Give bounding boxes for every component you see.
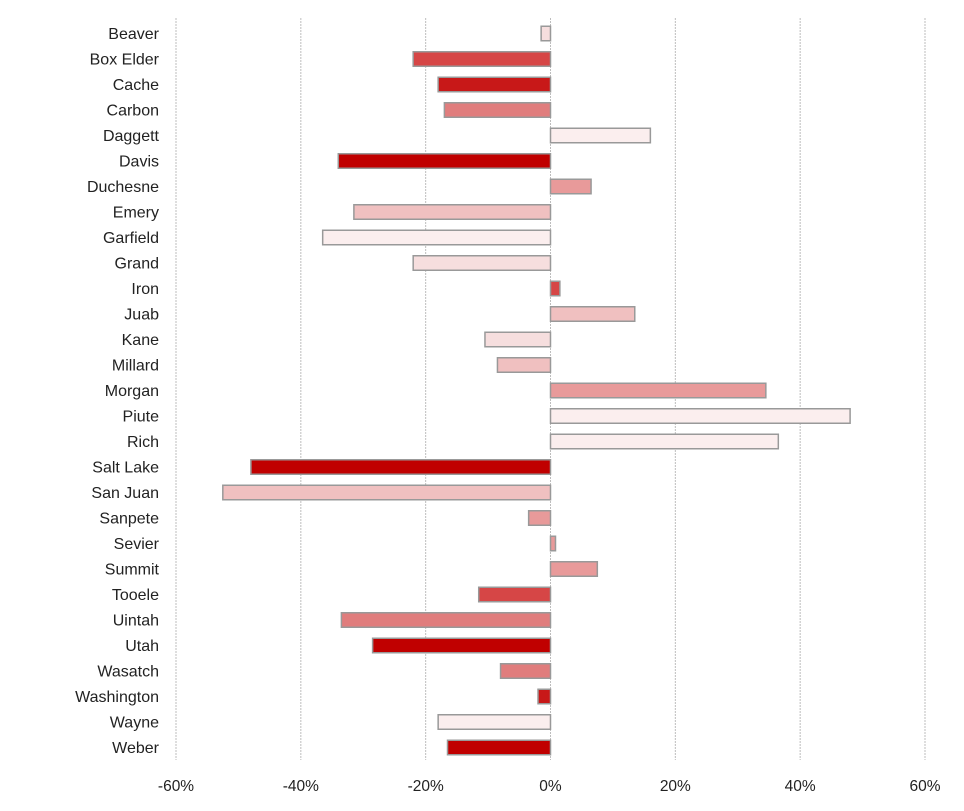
category-label-duchesne: Duchesne xyxy=(87,179,159,196)
bar-millard xyxy=(496,357,552,373)
bar-kane xyxy=(484,331,552,348)
category-label-utah: Utah xyxy=(125,638,159,655)
bar-morgan xyxy=(549,382,767,399)
x-tick-label: 0% xyxy=(539,778,562,795)
category-label-piute: Piute xyxy=(123,409,160,426)
bar-sanpete xyxy=(527,510,552,526)
category-label-emery: Emery xyxy=(113,205,159,222)
bar-rich xyxy=(549,433,780,450)
x-tick-label: -20% xyxy=(408,778,444,795)
bar-washington xyxy=(537,688,552,705)
bar-sevier xyxy=(549,535,557,552)
category-label-tooele: Tooele xyxy=(112,587,159,604)
category-label-summit: Summit xyxy=(105,562,160,579)
bar-carbon xyxy=(443,102,552,118)
category-label-millard: Millard xyxy=(112,358,159,375)
category-label-san-juan: San Juan xyxy=(91,485,159,502)
bar-davis xyxy=(337,153,552,169)
bar-salt-lake xyxy=(250,459,552,475)
bar-wasatch xyxy=(499,663,552,679)
category-label-daggett: Daggett xyxy=(103,128,160,145)
category-label-sevier: Sevier xyxy=(114,536,160,553)
bar-box-elder xyxy=(412,51,552,67)
bar-wayne xyxy=(437,714,552,730)
category-label-iron: Iron xyxy=(131,281,159,298)
x-tick-label: 40% xyxy=(785,778,816,795)
category-label-sanpete: Sanpete xyxy=(99,511,159,528)
category-labels: Beaver Box Elder Cache Carbon Daggett Davis Du… xyxy=(75,26,160,757)
bars xyxy=(222,25,851,756)
category-label-carbon: Carbon xyxy=(107,103,159,120)
category-label-grand: Grand xyxy=(115,256,159,273)
bar-garfield xyxy=(321,229,552,246)
bar-iron xyxy=(549,280,561,297)
category-label-washington: Washington xyxy=(75,689,159,706)
bar-duchesne xyxy=(549,178,592,195)
bar-daggett xyxy=(549,127,652,144)
bar-beaver xyxy=(540,25,552,42)
bar-weber xyxy=(446,739,552,756)
bar-grand xyxy=(412,255,552,271)
category-label-salt-lake: Salt Lake xyxy=(92,460,159,477)
x-tick-label: 60% xyxy=(909,778,940,795)
x-tick-label: -40% xyxy=(283,778,319,795)
bar-utah xyxy=(371,637,552,654)
category-label-wayne: Wayne xyxy=(110,715,159,732)
category-label-garfield: Garfield xyxy=(103,230,159,247)
category-label-cache: Cache xyxy=(113,77,159,94)
bar-emery xyxy=(353,204,552,220)
bar-san-juan xyxy=(222,484,552,501)
category-label-davis: Davis xyxy=(119,154,159,171)
x-tick-label: -60% xyxy=(158,778,194,795)
bar-summit xyxy=(549,561,599,577)
bar-cache xyxy=(437,76,552,93)
category-label-wasatch: Wasatch xyxy=(97,664,159,681)
x-axis-tick-labels: -60% -40% -20% 0% 20% 40% 60% xyxy=(158,778,941,795)
bar-juab xyxy=(549,306,636,322)
category-label-morgan: Morgan xyxy=(105,383,159,400)
category-label-beaver: Beaver xyxy=(108,26,159,43)
bar-uintah xyxy=(340,612,552,628)
bar-piute xyxy=(549,408,851,424)
category-label-uintah: Uintah xyxy=(113,613,159,630)
category-label-box-elder: Box Elder xyxy=(90,52,160,69)
category-label-juab: Juab xyxy=(124,307,159,324)
category-label-weber: Weber xyxy=(112,740,160,757)
bar-tooele xyxy=(477,586,552,603)
category-label-rich: Rich xyxy=(127,434,159,451)
x-tick-label: 20% xyxy=(660,778,691,795)
category-label-kane: Kane xyxy=(122,332,159,349)
